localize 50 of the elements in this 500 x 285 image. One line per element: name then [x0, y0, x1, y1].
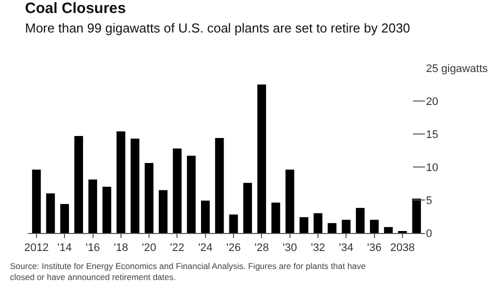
bar	[172, 148, 182, 233]
y-tick-label: 15	[426, 128, 438, 141]
x-tick-label: 2038	[390, 242, 415, 254]
bar	[356, 208, 365, 233]
bar	[384, 227, 393, 233]
source-note: Source: Institute for Energy Economics and Financial Analysis. Figures are for plants that have closed or have announced retirement dates.	[10, 261, 366, 282]
x-tick-label: '22	[170, 242, 184, 254]
x-tick-label: '30	[282, 242, 298, 254]
bar	[285, 170, 294, 233]
x-tick-label: 2012	[24, 242, 49, 254]
x-tick-label: '28	[254, 242, 269, 254]
bar	[300, 217, 308, 233]
bar	[229, 214, 238, 233]
bar	[88, 180, 98, 233]
chart-title: Coal Closures	[25, 0, 126, 17]
x-tick-label: '16	[86, 242, 100, 254]
bar	[130, 138, 140, 233]
y-tick-label: 20	[426, 96, 438, 108]
bar	[32, 170, 41, 233]
y-tick-label: 10	[426, 162, 438, 174]
bar	[342, 220, 351, 233]
x-tick-label: '20	[142, 242, 156, 254]
y-tick-label: 25 gigawatts	[426, 62, 488, 75]
bar	[201, 200, 210, 233]
bar	[144, 163, 154, 233]
x-tick-label: '26	[226, 242, 241, 254]
bar	[314, 213, 322, 233]
bar	[46, 193, 55, 233]
bar	[102, 186, 112, 233]
bar	[328, 223, 336, 233]
bar	[74, 136, 84, 233]
bar	[271, 202, 280, 233]
x-tick-label: '18	[114, 242, 128, 254]
bar	[186, 156, 196, 233]
bar	[243, 182, 252, 233]
y-tick-label: 0	[426, 228, 432, 240]
bar	[60, 204, 69, 233]
bar	[215, 138, 224, 233]
bar	[116, 131, 126, 233]
bar	[158, 190, 168, 233]
bar	[257, 84, 266, 233]
y-tick-label: 5	[426, 194, 432, 207]
x-tick-label: '24	[198, 242, 213, 254]
bar	[412, 198, 421, 233]
x-tick-label: '14	[57, 242, 72, 254]
x-tick-label: '36	[367, 242, 382, 254]
chart-subtitle: More than 99 gigawatts of U.S. coal plants are set to retire by 2030	[25, 20, 410, 36]
x-tick-label: '34	[338, 242, 354, 254]
x-tick-label: '32	[310, 242, 326, 254]
bar	[370, 220, 379, 233]
